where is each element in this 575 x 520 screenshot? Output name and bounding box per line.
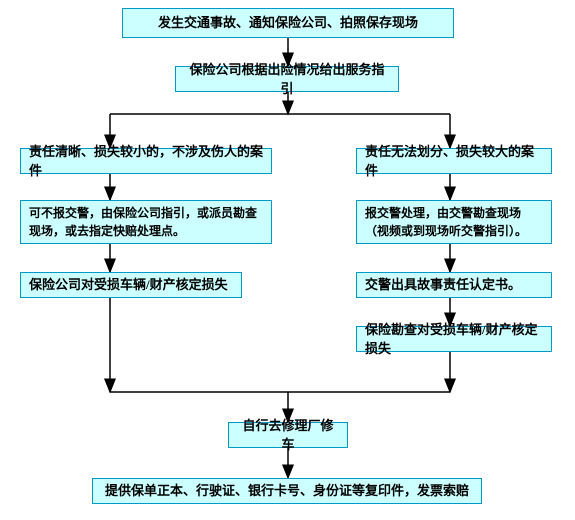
- node-label: 责任无法划分、损失较大的案件: [365, 142, 543, 181]
- flowchart-node-n2: 保险公司根据出险情况给出服务指引: [175, 66, 399, 92]
- flowchart-node-n7: 保险公司对受损车辆/财产核定损失: [20, 272, 242, 298]
- flowchart-node-n8: 交警出具故事责任认定书。: [356, 272, 552, 298]
- node-label: 发生交通事故、通知保险公司、拍照保存现场: [133, 13, 443, 33]
- flowchart-node-n11: 提供保单正本、行驶证、银行卡号、身份证等复印件，发票索赔: [92, 478, 482, 504]
- flowchart-node-n9: 保险勘查对受损车辆/财产核定损失: [356, 326, 552, 352]
- flowchart-node-n10: 自行去修理厂修车: [228, 422, 348, 448]
- node-label: 交警出具故事责任认定书。: [365, 275, 543, 295]
- node-label: 自行去修理厂修车: [237, 416, 339, 455]
- flowchart-node-n3: 责任清晰、损失较小的，不涉及伤人的案件: [20, 148, 272, 174]
- flowchart-node-n5: 可不报交警，由保险公司指引，或派员勘查现场，或去指定快赔处理点。: [20, 200, 272, 244]
- node-label: 可不报交警，由保险公司指引，或派员勘查现场，或去指定快赔处理点。: [29, 204, 263, 240]
- flowchart-node-n4: 责任无法划分、损失较大的案件: [356, 148, 552, 174]
- node-label: 保险公司根据出险情况给出服务指引: [184, 60, 390, 99]
- node-label: 责任清晰、损失较小的，不涉及伤人的案件: [29, 142, 263, 181]
- flowchart-node-n6: 报交警处理，由交警勘查现场（视频或到现场听交警指引）。: [356, 200, 552, 244]
- node-label: 保险勘查对受损车辆/财产核定损失: [365, 320, 543, 359]
- node-label: 提供保单正本、行驶证、银行卡号、身份证等复印件，发票索赔: [101, 481, 473, 501]
- node-label: 报交警处理，由交警勘查现场（视频或到现场听交警指引）。: [365, 204, 543, 240]
- node-label: 保险公司对受损车辆/财产核定损失: [29, 275, 233, 295]
- flowchart-node-n1: 发生交通事故、通知保险公司、拍照保存现场: [122, 8, 454, 38]
